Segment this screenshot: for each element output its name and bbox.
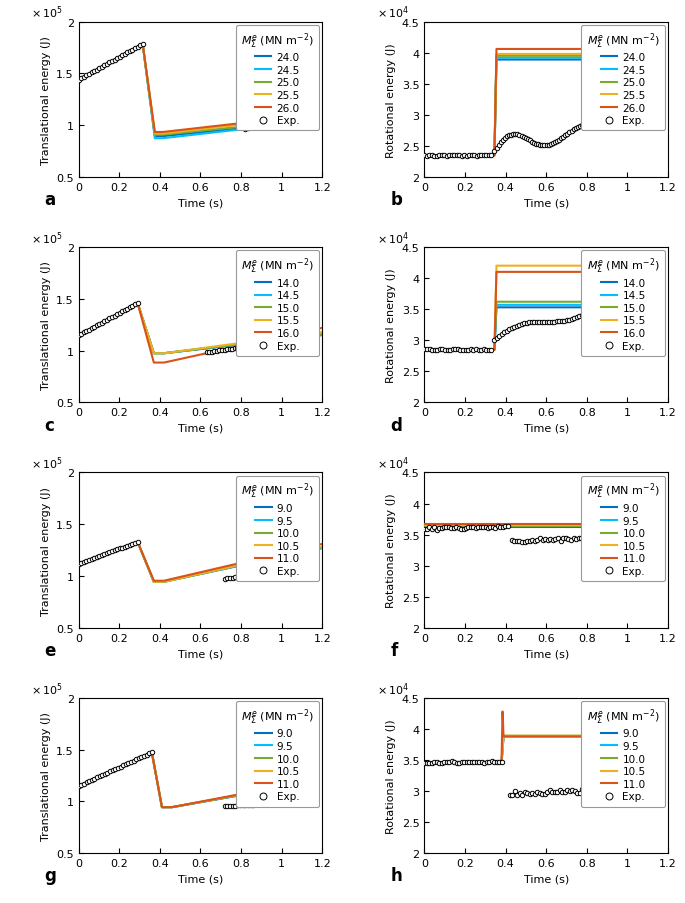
X-axis label: Time (s): Time (s) (178, 648, 223, 658)
Text: $\times\,10^{5}$: $\times\,10^{5}$ (32, 455, 63, 471)
Text: g: g (45, 867, 57, 885)
Y-axis label: Translational energy (J): Translational energy (J) (40, 36, 51, 164)
Y-axis label: Rotational energy (J): Rotational energy (J) (386, 43, 397, 157)
Y-axis label: Rotational energy (J): Rotational energy (J) (386, 493, 397, 608)
Legend: 9.0, 9.5, 10.0, 10.5, 11.0, Exp.: 9.0, 9.5, 10.0, 10.5, 11.0, Exp. (582, 701, 664, 806)
Legend: 9.0, 9.5, 10.0, 10.5, 11.0, Exp.: 9.0, 9.5, 10.0, 10.5, 11.0, Exp. (236, 476, 319, 582)
Text: $\times\,10^{4}$: $\times\,10^{4}$ (377, 455, 409, 471)
Text: c: c (45, 416, 55, 434)
X-axis label: Time (s): Time (s) (523, 424, 569, 433)
Text: a: a (45, 191, 55, 209)
Text: d: d (390, 416, 402, 434)
Y-axis label: Translational energy (J): Translational energy (J) (40, 261, 51, 390)
Legend: 9.0, 9.5, 10.0, 10.5, 11.0, Exp.: 9.0, 9.5, 10.0, 10.5, 11.0, Exp. (582, 476, 664, 582)
Text: $\times\,10^{5}$: $\times\,10^{5}$ (32, 230, 63, 247)
Y-axis label: Translational energy (J): Translational energy (J) (40, 486, 51, 615)
Legend: 9.0, 9.5, 10.0, 10.5, 11.0, Exp.: 9.0, 9.5, 10.0, 10.5, 11.0, Exp. (236, 701, 319, 806)
Legend: 14.0, 14.5, 15.0, 15.5, 16.0, Exp.: 14.0, 14.5, 15.0, 15.5, 16.0, Exp. (582, 251, 664, 357)
Text: h: h (390, 867, 402, 885)
Text: e: e (45, 641, 56, 659)
X-axis label: Time (s): Time (s) (523, 199, 569, 209)
Text: $\times\,10^{4}$: $\times\,10^{4}$ (377, 5, 409, 22)
Y-axis label: Rotational energy (J): Rotational energy (J) (386, 268, 397, 383)
Text: b: b (390, 191, 402, 209)
Legend: 14.0, 14.5, 15.0, 15.5, 16.0, Exp.: 14.0, 14.5, 15.0, 15.5, 16.0, Exp. (236, 251, 319, 357)
Text: $\times\,10^{4}$: $\times\,10^{4}$ (377, 230, 409, 247)
Y-axis label: Rotational energy (J): Rotational energy (J) (386, 719, 397, 833)
Text: f: f (390, 641, 397, 659)
X-axis label: Time (s): Time (s) (178, 424, 223, 433)
Y-axis label: Translational energy (J): Translational energy (J) (40, 712, 51, 840)
Legend: 24.0, 24.5, 25.0, 25.5, 26.0, Exp.: 24.0, 24.5, 25.0, 25.5, 26.0, Exp. (582, 25, 664, 131)
Text: $\times\,10^{4}$: $\times\,10^{4}$ (377, 680, 409, 697)
Legend: 24.0, 24.5, 25.0, 25.5, 26.0, Exp.: 24.0, 24.5, 25.0, 25.5, 26.0, Exp. (236, 25, 319, 131)
X-axis label: Time (s): Time (s) (178, 874, 223, 884)
Text: $\times\,10^{5}$: $\times\,10^{5}$ (32, 680, 63, 697)
X-axis label: Time (s): Time (s) (523, 648, 569, 658)
X-axis label: Time (s): Time (s) (178, 199, 223, 209)
X-axis label: Time (s): Time (s) (523, 874, 569, 884)
Text: $\times\,10^{5}$: $\times\,10^{5}$ (32, 5, 63, 22)
